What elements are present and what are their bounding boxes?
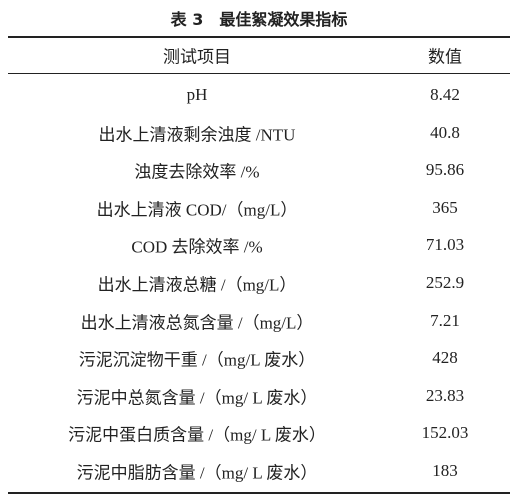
value-cell: 71.03 [425,235,465,255]
value-cell: 7.21 [430,310,460,330]
item-cell: 出水上清液剩余浊度 /NTU [98,125,296,145]
item-cell: 出水上清液总氮含量 /（mg/L） [80,313,314,333]
item-cell: 污泥沉淀物干重 /（mg/L 废水） [78,350,316,370]
item-cell: 污泥中蛋白质含量 /（mg/ L 废水） [68,425,326,445]
value-cell: 183 [432,461,458,480]
item-cell: 出水上清液 COD/（mg/L） [96,200,298,220]
header-rule [8,73,510,74]
item-cell: 出水上清液总糖 /（mg/L） [97,275,297,295]
item-cell: 污泥中脂肪含量 /（mg/ L 废水） [76,463,318,483]
value-cell: 23.83 [425,385,465,405]
value-cell: 40.8 [430,122,460,142]
value-cell: 152.03 [421,423,469,443]
bottom-rule [8,492,510,494]
value-cell: 428 [432,348,458,368]
header-cell: 测试项目 [163,47,231,67]
value-cell: 95.86 [425,160,465,180]
item-cell: pH [186,85,208,104]
top-rule [8,36,510,38]
header-cell: 数值 [428,47,462,67]
value-cell: 365 [432,197,458,217]
item-cell: COD 去除效率 /% [131,237,263,257]
item-cell: 浊度去除效率 /% [134,162,260,182]
item-cell: 污泥中总氮含量 /（mg/ L 废水） [76,388,318,408]
value-cell: 8.42 [430,85,460,104]
table-title: 表 3 最佳絮凝效果指标 [170,10,348,29]
value-cell: 252.9 [425,273,465,292]
